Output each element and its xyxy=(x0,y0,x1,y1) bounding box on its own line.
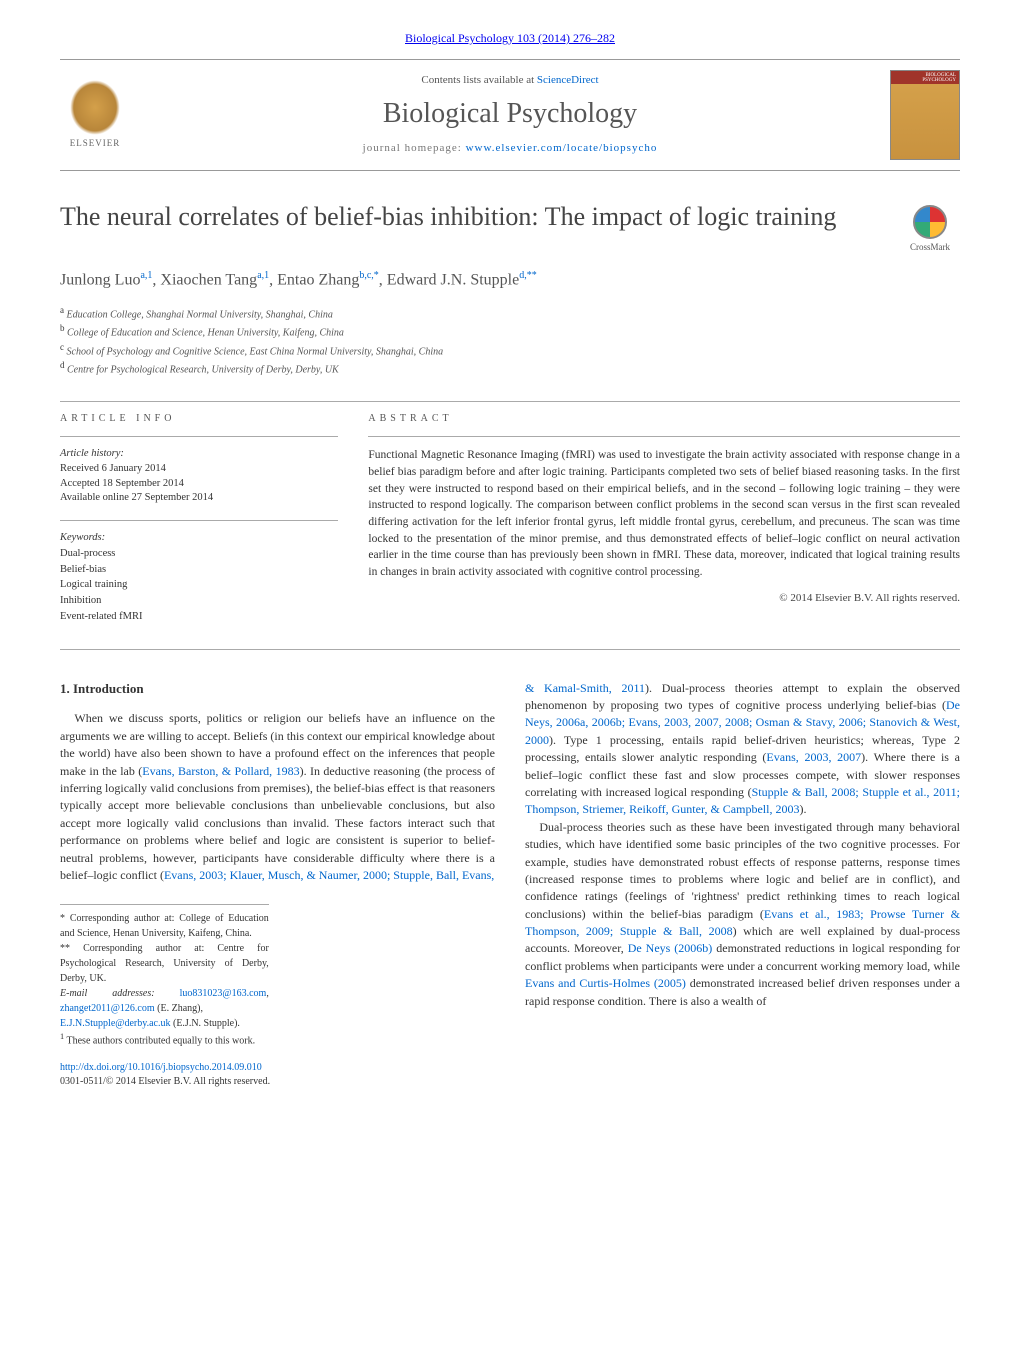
footnotes-block: * Corresponding author at: College of Ed… xyxy=(60,904,269,1048)
journal-name: Biological Psychology xyxy=(130,94,890,133)
elsevier-tree-icon xyxy=(70,80,120,135)
header-center: Contents lists available at ScienceDirec… xyxy=(130,73,890,157)
history-line: Received 6 January 2014 xyxy=(60,462,338,477)
elsevier-logo[interactable]: ELSEVIER xyxy=(60,75,130,155)
divider xyxy=(60,436,338,437)
abstract-label: ABSTRACT xyxy=(368,412,960,426)
keyword-item: Event-related fMRI xyxy=(60,609,338,625)
email-link-2[interactable]: zhanget2011@126.com xyxy=(60,1003,155,1014)
affiliation-line: d Centre for Psychological Research, Uni… xyxy=(60,359,960,377)
authors-line: Junlong Luoa,1, Xiaochen Tanga,1, Entao … xyxy=(60,269,960,292)
abstract-column: ABSTRACT Functional Magnetic Resonance I… xyxy=(368,412,960,638)
email-link-1[interactable]: luo831023@163.com xyxy=(180,988,267,999)
body-paragraph: Dual-process theories such as these have… xyxy=(525,819,960,1010)
email-link-3[interactable]: E.J.N.Stupple@derby.ac.uk xyxy=(60,1018,170,1029)
homepage-link[interactable]: www.elsevier.com/locate/biopsycho xyxy=(466,142,658,154)
crossmark-badge[interactable]: CrossMark xyxy=(900,205,960,254)
sciencedirect-link[interactable]: ScienceDirect xyxy=(537,74,599,86)
doi-block: http://dx.doi.org/10.1016/j.biopsycho.20… xyxy=(60,1061,495,1090)
footnote-email3: E.J.N.Stupple@derby.ac.uk (E.J.N. Stuppl… xyxy=(60,1016,269,1031)
email-name-2: (E. Zhang), xyxy=(157,1003,203,1014)
page-container: Biological Psychology 103 (2014) 276–282… xyxy=(0,0,1020,1130)
history-line: Available online 27 September 2014 xyxy=(60,491,338,506)
divider xyxy=(60,520,338,521)
affiliation-line: a Education College, Shanghai Normal Uni… xyxy=(60,304,960,322)
affiliation-line: c School of Psychology and Cognitive Sci… xyxy=(60,341,960,359)
body-paragraph: When we discuss sports, politics or reli… xyxy=(60,710,495,884)
keyword-item: Logical training xyxy=(60,577,338,593)
article-history-block: Article history: Received 6 January 2014… xyxy=(60,447,338,506)
footnote-emails: E-mail addresses: luo831023@163.com, zha… xyxy=(60,986,269,1016)
body-right-column: & Kamal-Smith, 2011). Dual-process theor… xyxy=(525,680,960,1090)
body-left-column: 1. Introduction When we discuss sports, … xyxy=(60,680,495,1090)
email-label: E-mail addresses: xyxy=(60,988,155,999)
elsevier-label: ELSEVIER xyxy=(70,137,121,150)
info-abstract-row: ARTICLE INFO Article history: Received 6… xyxy=(60,412,960,638)
divider xyxy=(368,436,960,437)
divider xyxy=(60,401,960,402)
history-line: Accepted 18 September 2014 xyxy=(60,477,338,492)
doi-link[interactable]: http://dx.doi.org/10.1016/j.biopsycho.20… xyxy=(60,1062,262,1073)
footnote-corr1: * Corresponding author at: College of Ed… xyxy=(60,911,269,941)
header-bar: ELSEVIER Contents lists available at Sci… xyxy=(60,59,960,171)
keywords-label: Keywords: xyxy=(60,532,105,543)
body-paragraph: & Kamal-Smith, 2011). Dual-process theor… xyxy=(525,680,960,819)
journal-cover-thumbnail[interactable]: BIOLOGICAL PSYCHOLOGY xyxy=(890,70,960,160)
journal-reference: Biological Psychology 103 (2014) 276–282 xyxy=(60,30,960,47)
crossmark-icon xyxy=(913,205,947,239)
keywords-block: Keywords: Dual-processBelief-biasLogical… xyxy=(60,531,338,624)
crossmark-label: CrossMark xyxy=(900,241,960,254)
footnote-equal: 1 These authors contributed equally to t… xyxy=(60,1031,269,1048)
article-title: The neural correlates of belief-bias inh… xyxy=(60,201,880,234)
title-row: The neural correlates of belief-bias inh… xyxy=(60,201,960,254)
divider xyxy=(60,649,960,650)
affiliations-block: a Education College, Shanghai Normal Uni… xyxy=(60,304,960,377)
email-name-3: (E.J.N. Stupple). xyxy=(173,1018,240,1029)
homepage-line: journal homepage: www.elsevier.com/locat… xyxy=(130,141,890,156)
affiliation-line: b College of Education and Science, Hena… xyxy=(60,322,960,340)
footnote-corr2: ** Corresponding author at: Centre for P… xyxy=(60,941,269,986)
article-info-column: ARTICLE INFO Article history: Received 6… xyxy=(60,412,338,638)
section-heading: 1. Introduction xyxy=(60,680,495,699)
issn-line: 0301-0511/© 2014 Elsevier B.V. All right… xyxy=(60,1076,270,1087)
abstract-copyright: © 2014 Elsevier B.V. All rights reserved… xyxy=(368,591,960,606)
keyword-item: Belief-bias xyxy=(60,562,338,578)
abstract-text: Functional Magnetic Resonance Imaging (f… xyxy=(368,447,960,580)
keyword-item: Inhibition xyxy=(60,593,338,609)
contents-line: Contents lists available at ScienceDirec… xyxy=(130,73,890,88)
cover-label: BIOLOGICAL PSYCHOLOGY xyxy=(891,73,956,84)
history-label: Article history: xyxy=(60,448,124,459)
contents-prefix: Contents lists available at xyxy=(421,74,536,86)
journal-ref-link[interactable]: Biological Psychology 103 (2014) 276–282 xyxy=(405,31,615,45)
keyword-item: Dual-process xyxy=(60,546,338,562)
homepage-prefix: journal homepage: xyxy=(363,142,466,154)
body-columns: 1. Introduction When we discuss sports, … xyxy=(60,680,960,1090)
article-info-label: ARTICLE INFO xyxy=(60,412,338,426)
